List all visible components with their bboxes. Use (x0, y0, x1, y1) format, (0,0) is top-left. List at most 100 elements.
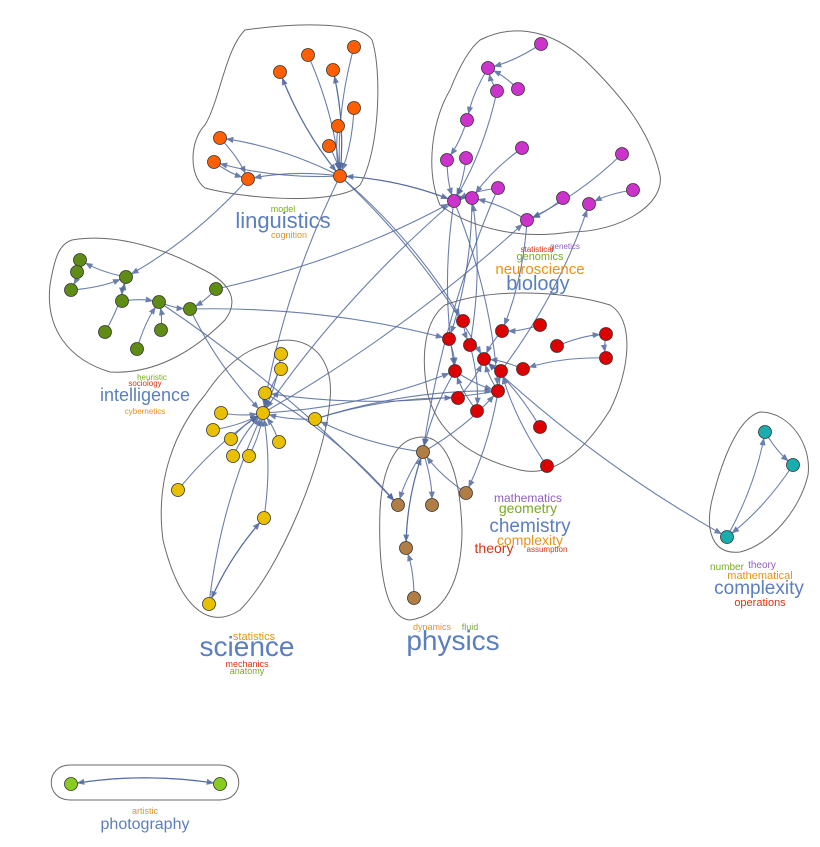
node-linguistics-l5[interactable] (347, 101, 361, 115)
node-intelligence-i10[interactable] (154, 323, 168, 337)
edge-l1-l11 (307, 54, 342, 171)
node-biology-b6[interactable] (515, 141, 529, 155)
node-biology-b3[interactable] (511, 82, 525, 96)
node-chemistry-c1[interactable] (456, 314, 470, 328)
node-linguistics-l2[interactable] (347, 40, 361, 54)
node-science-s2[interactable] (274, 362, 288, 376)
word-physics-0: dynamics (413, 622, 452, 632)
node-intelligence-i7[interactable] (209, 282, 223, 296)
node-science-s8[interactable] (224, 432, 238, 446)
node-complexity-k1[interactable] (758, 425, 772, 439)
edge-p1-p4 (422, 451, 435, 500)
cluster-word-clouds: linguisticsmodelcognitiongeneticsstatist… (100, 204, 804, 833)
node-biology-b13[interactable] (465, 191, 479, 205)
node-linguistics-l11[interactable] (333, 169, 347, 183)
node-intelligence-i5[interactable] (115, 294, 129, 308)
node-complexity-k2[interactable] (786, 458, 800, 472)
node-biology-b11[interactable] (626, 183, 640, 197)
node-complexity-k3[interactable] (720, 530, 734, 544)
node-biology-b12[interactable] (447, 194, 461, 208)
node-chemistry-c2[interactable] (533, 318, 547, 332)
node-biology-b1[interactable] (534, 37, 548, 51)
node-chemistry-c10[interactable] (448, 364, 462, 378)
node-chemistry-c7[interactable] (463, 338, 477, 352)
word-complexity-2: mathematical (727, 570, 792, 582)
node-science-s6[interactable] (308, 412, 322, 426)
node-physics-p1[interactable] (416, 445, 430, 459)
node-chemistry-c15[interactable] (470, 404, 484, 418)
node-intelligence-i3[interactable] (119, 270, 133, 284)
cluster-hull-complexity (709, 411, 809, 553)
node-physics-p6[interactable] (407, 591, 421, 605)
node-chemistry-c4[interactable] (442, 332, 456, 346)
node-biology-b8[interactable] (459, 151, 473, 165)
node-chemistry-c14[interactable] (451, 391, 465, 405)
edge-g2-g1 (76, 777, 221, 785)
node-chemistry-c5[interactable] (599, 327, 613, 341)
edge-s5-b16 (262, 223, 523, 414)
node-biology-b7[interactable] (440, 153, 454, 167)
node-science-s7[interactable] (206, 423, 220, 437)
node-science-s9[interactable] (272, 435, 286, 449)
word-chemistry-2: chemistry (489, 516, 571, 537)
node-biology-b14[interactable] (556, 191, 570, 205)
node-science-s1[interactable] (274, 347, 288, 361)
node-chemistry-c17[interactable] (540, 459, 554, 473)
node-intelligence-i2[interactable] (70, 265, 84, 279)
node-intelligence-i11[interactable] (130, 342, 144, 356)
edge-b4-b12 (456, 90, 498, 197)
node-chemistry-c11[interactable] (494, 364, 508, 378)
node-biology-b2[interactable] (481, 61, 495, 75)
node-physics-p2[interactable] (459, 486, 473, 500)
node-linguistics-l7[interactable] (322, 139, 336, 153)
node-science-s4[interactable] (214, 406, 228, 420)
node-science-s14[interactable] (202, 597, 216, 611)
node-chemistry-c6[interactable] (550, 339, 564, 353)
node-physics-p4[interactable] (425, 498, 439, 512)
edge-s5-c10 (262, 372, 450, 414)
edge-s3-p3 (264, 392, 395, 501)
node-chemistry-c8[interactable] (477, 352, 491, 366)
node-linguistics-l9[interactable] (207, 155, 221, 169)
node-science-s5[interactable] (256, 406, 270, 420)
node-linguistics-l3[interactable] (326, 63, 340, 77)
cluster-hulls (48, 24, 809, 801)
node-intelligence-i9[interactable] (98, 325, 112, 339)
cluster-hull-biology (431, 30, 661, 235)
node-chemistry-c12[interactable] (516, 362, 530, 376)
edge-i8-c4 (189, 308, 444, 339)
node-science-s12[interactable] (171, 483, 185, 497)
node-chemistry-c16[interactable] (533, 420, 547, 434)
word-linguistics-0: linguistics (235, 208, 330, 233)
node-linguistics-l8[interactable] (213, 131, 227, 145)
node-science-s11[interactable] (242, 449, 256, 463)
node-intelligence-i1[interactable] (73, 253, 87, 267)
node-biology-b4[interactable] (490, 84, 504, 98)
node-chemistry-c3[interactable] (495, 324, 509, 338)
node-science-s13[interactable] (257, 511, 271, 525)
node-linguistics-l4[interactable] (273, 65, 287, 79)
node-science-s3[interactable] (258, 386, 272, 400)
node-linguistics-l6[interactable] (331, 119, 345, 133)
edge-l10-i3 (130, 178, 249, 275)
node-biology-b15[interactable] (582, 197, 596, 211)
node-biology-b10[interactable] (491, 181, 505, 195)
node-physics-p3[interactable] (391, 498, 405, 512)
word-chemistry-3: complexity (497, 532, 563, 548)
node-intelligence-i4[interactable] (64, 283, 78, 297)
node-biology-b16[interactable] (520, 213, 534, 227)
node-physics-p5[interactable] (399, 541, 413, 555)
node-linguistics-l1[interactable] (301, 48, 315, 62)
node-chemistry-c13[interactable] (491, 384, 505, 398)
node-science-s10[interactable] (226, 449, 240, 463)
node-chemistry-c9[interactable] (599, 351, 613, 365)
node-photography-g1[interactable] (64, 777, 78, 791)
node-intelligence-i6[interactable] (152, 295, 166, 309)
edge-s14-s5 (208, 418, 261, 605)
node-linguistics-l10[interactable] (241, 172, 255, 186)
node-biology-b5[interactable] (460, 113, 474, 127)
node-biology-b9[interactable] (615, 147, 629, 161)
node-intelligence-i8[interactable] (183, 302, 197, 316)
node-photography-g2[interactable] (213, 777, 227, 791)
word-complexity-3: complexity (714, 578, 804, 599)
